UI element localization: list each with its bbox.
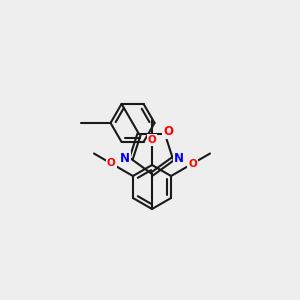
Text: O: O	[163, 125, 173, 138]
Text: N: N	[174, 152, 184, 165]
Text: O: O	[188, 158, 197, 169]
Text: N: N	[120, 152, 130, 165]
Text: O: O	[148, 135, 156, 145]
Text: O: O	[107, 158, 116, 169]
